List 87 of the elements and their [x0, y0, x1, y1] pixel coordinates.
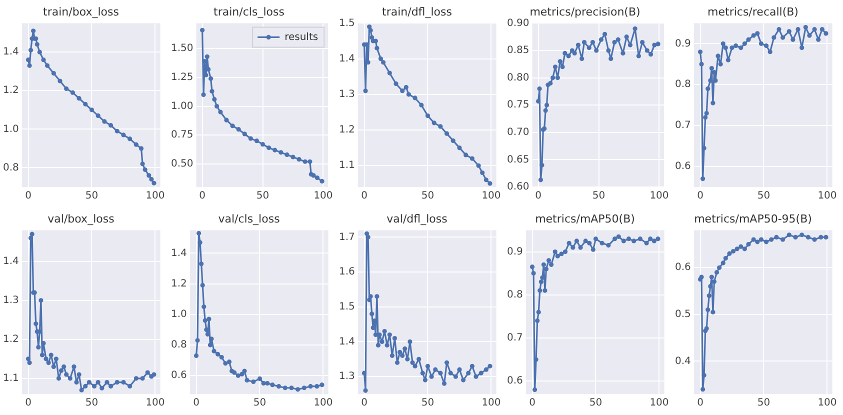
y-tick-label: 1.1 — [2, 372, 19, 384]
y-tick-label: 1.3 — [338, 89, 355, 100]
x-tick-label: 50 — [256, 190, 270, 202]
y-tick-label: 0.4 — [674, 356, 691, 367]
y-tick-label: 1.7 — [338, 232, 355, 243]
y-tick-label: 0.8 — [170, 340, 187, 351]
x-tick-label: 100 — [146, 398, 165, 409]
legend-label: results — [284, 32, 318, 43]
chart-title: val/cls_loss — [218, 212, 280, 226]
chart-title: val/box_loss — [48, 212, 115, 226]
y-tick-label: 1.3 — [2, 294, 19, 306]
x-tick-label: 100 — [482, 398, 501, 409]
y-tick-label: 0.80 — [507, 72, 530, 84]
y-tick-label: 0.65 — [507, 154, 530, 166]
y-tick-label: 1.50 — [171, 43, 194, 54]
chart-title: metrics/precision(B) — [530, 5, 640, 18]
x-tick-label: 50 — [757, 398, 770, 409]
chart-title: train/box_loss — [43, 5, 120, 18]
x-tick-label: 100 — [650, 398, 669, 409]
y-tick-label: 0.9 — [506, 246, 523, 258]
y-tick-label: 1.4 — [338, 336, 355, 348]
chart-title: metrics/recall(B) — [708, 5, 798, 18]
x-tick-label: 50 — [592, 190, 606, 202]
y-tick-label: 0.6 — [506, 376, 523, 387]
y-tick-label: 1.5 — [338, 301, 355, 312]
x-tick-label: 0 — [697, 190, 704, 202]
x-tick-label: 50 — [757, 190, 770, 202]
y-tick-label: 1.2 — [170, 278, 187, 290]
x-tick-label: 100 — [818, 398, 837, 409]
chart-title: metrics/mAP50-95(B) — [694, 212, 812, 226]
y-tick-label: 1.2 — [2, 85, 19, 96]
y-tick-label: 0.90 — [507, 18, 530, 29]
chart-title: metrics/mAP50(B) — [535, 212, 635, 226]
x-tick-label: 100 — [146, 190, 165, 202]
x-tick-label: 0 — [535, 190, 542, 202]
y-tick-label: 1.00 — [171, 100, 194, 112]
y-tick-label: 1.1 — [338, 160, 355, 172]
chart-title: train/dfl_loss — [382, 5, 452, 18]
y-tick-label: 1.4 — [170, 248, 187, 259]
chart-title: train/cls_loss — [214, 5, 285, 18]
y-tick-label: 1.3 — [338, 371, 355, 382]
y-tick-label: 1.4 — [2, 256, 19, 267]
x-tick-label: 0 — [361, 190, 368, 202]
y-tick-label: 0.75 — [171, 130, 194, 141]
x-tick-label: 50 — [253, 398, 266, 409]
y-tick-label: 0.5 — [674, 309, 691, 320]
x-tick-label: 100 — [314, 190, 333, 202]
y-tick-label: 0.70 — [507, 126, 530, 138]
x-tick-label: 50 — [85, 190, 98, 202]
x-tick-label: 0 — [697, 398, 704, 409]
y-tick-label: 1.6 — [338, 266, 355, 278]
x-tick-label: 0 — [25, 190, 32, 202]
x-tick-label: 100 — [314, 398, 333, 409]
x-tick-label: 50 — [589, 398, 602, 409]
y-tick-label: 0.7 — [506, 332, 523, 344]
y-tick-label: 1.5 — [338, 18, 355, 29]
y-tick-label: 1.2 — [338, 124, 355, 136]
x-tick-label: 0 — [361, 398, 368, 409]
x-tick-label: 50 — [85, 398, 98, 409]
y-tick-label: 0.6 — [170, 370, 187, 382]
y-tick-label: 1.4 — [338, 53, 355, 64]
y-tick-label: 0.75 — [507, 100, 530, 111]
x-tick-label: 0 — [199, 190, 206, 202]
x-tick-label: 0 — [193, 398, 200, 409]
y-tick-label: 1.25 — [171, 72, 194, 84]
y-tick-label: 0.9 — [674, 38, 691, 50]
x-tick-label: 0 — [25, 398, 32, 409]
y-tick-label: 0.85 — [507, 45, 530, 56]
x-tick-label: 50 — [421, 190, 434, 202]
y-tick-label: 0.6 — [674, 262, 691, 274]
x-tick-label: 0 — [529, 398, 536, 409]
y-tick-label: 1.0 — [2, 124, 19, 135]
y-tick-label: 0.8 — [506, 289, 523, 300]
y-tick-label: 1.0 — [170, 308, 187, 320]
chart-title: val/dfl_loss — [386, 212, 448, 226]
y-tick-label: 0.8 — [674, 79, 691, 90]
y-tick-label: 0.8 — [2, 162, 19, 174]
x-tick-label: 100 — [482, 190, 501, 202]
y-tick-label: 1.4 — [2, 46, 19, 58]
y-tick-label: 0.7 — [674, 120, 691, 132]
x-tick-label: 100 — [650, 190, 669, 202]
y-tick-label: 0.6 — [674, 161, 691, 172]
y-tick-label: 0.60 — [507, 182, 530, 193]
y-tick-label: 0.50 — [171, 158, 194, 170]
y-tick-label: 1.2 — [2, 334, 19, 345]
x-tick-label: 50 — [421, 398, 434, 409]
x-tick-label: 100 — [818, 190, 837, 202]
